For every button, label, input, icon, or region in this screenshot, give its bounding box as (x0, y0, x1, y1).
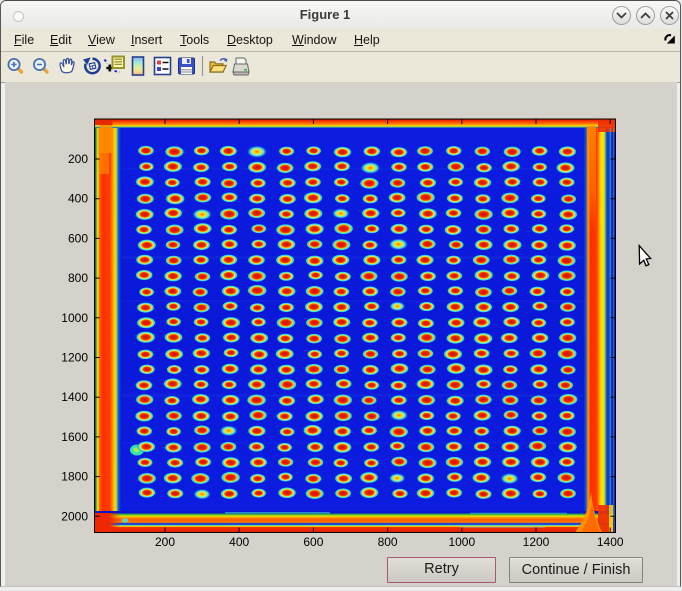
svg-text:1000: 1000 (61, 311, 88, 325)
svg-text:1000: 1000 (448, 535, 475, 549)
svg-text:200: 200 (68, 152, 88, 166)
svg-text:200: 200 (155, 535, 175, 549)
svg-text:2000: 2000 (61, 509, 88, 523)
svg-text:600: 600 (68, 231, 88, 245)
svg-text:400: 400 (68, 192, 88, 206)
svg-text:1200: 1200 (61, 351, 88, 365)
svg-text:600: 600 (303, 535, 323, 549)
svg-text:1600: 1600 (61, 430, 88, 444)
svg-text:1200: 1200 (523, 535, 550, 549)
svg-text:1800: 1800 (61, 470, 88, 484)
svg-text:1400: 1400 (61, 390, 88, 404)
svg-text:800: 800 (378, 535, 398, 549)
svg-text:400: 400 (229, 535, 249, 549)
svg-text:800: 800 (68, 271, 88, 285)
svg-text:1400: 1400 (597, 535, 624, 549)
